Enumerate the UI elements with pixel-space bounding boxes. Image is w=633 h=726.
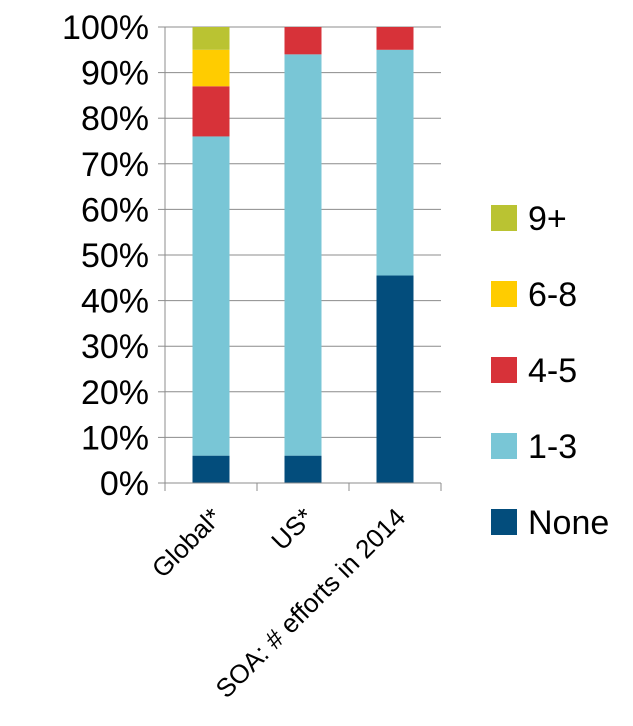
category-labels: Global* US*SOA: # efforts in 2014 (146, 502, 412, 704)
legend-swatch (491, 205, 517, 231)
y-tick-label: 40% (81, 283, 149, 321)
y-tick-label: 10% (81, 419, 149, 457)
legend-label: None (528, 504, 609, 542)
bars (192, 27, 414, 483)
legend-label: 4-5 (528, 352, 577, 390)
legend: 9+ 6-8 4-5 1-3 None (491, 200, 609, 542)
bar-segment-1-3 (284, 54, 322, 456)
bar-segment-none (284, 455, 322, 483)
y-tick-labels: 0% 10% 20% 30% 40% 50% 60% 70% 80% 90% 100% (62, 9, 149, 503)
legend-swatch (491, 281, 517, 307)
legend-swatch (491, 509, 517, 535)
bar-segment-9- (192, 27, 230, 50)
legend-label: 1-3 (528, 428, 577, 466)
y-tick-label: 50% (81, 237, 149, 275)
category-label: US* (265, 502, 319, 556)
y-tick-label: 0% (100, 465, 149, 503)
bar-segment-6-8 (192, 49, 230, 87)
bar-segment-none (376, 275, 414, 483)
bar-segment-1-3 (376, 49, 414, 276)
legend-swatch (491, 433, 517, 459)
axes (158, 26, 442, 491)
bar-segment-4-5 (376, 27, 414, 50)
y-tick-label: 100% (62, 9, 149, 47)
y-tick-label: 70% (81, 146, 149, 184)
legend-label: 6-8 (528, 276, 577, 314)
y-tick-label: 20% (81, 374, 149, 412)
category-label: Global* (146, 502, 228, 584)
bar-segment-1-3 (192, 136, 230, 456)
category-label: SOA: # efforts in 2014 (209, 502, 411, 704)
y-tick-label: 80% (81, 100, 149, 138)
y-tick-label: 30% (81, 328, 149, 366)
bar-segment-none (192, 455, 230, 483)
bar-segment-4-5 (192, 86, 230, 137)
legend-label: 9+ (528, 200, 567, 238)
legend-swatch (491, 357, 517, 383)
bar-segment-4-5 (284, 27, 322, 55)
y-tick-label: 60% (81, 191, 149, 229)
y-tick-label: 90% (81, 55, 149, 93)
